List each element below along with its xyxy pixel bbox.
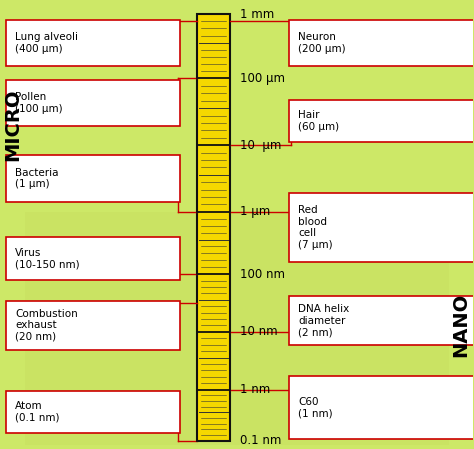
FancyBboxPatch shape: [289, 193, 474, 262]
Text: DNA helix
diameter
(2 nm): DNA helix diameter (2 nm): [298, 304, 350, 337]
Text: 10 nm: 10 nm: [240, 326, 278, 339]
FancyBboxPatch shape: [289, 376, 474, 439]
Text: Bacteria
(1 μm): Bacteria (1 μm): [15, 168, 59, 189]
FancyBboxPatch shape: [6, 238, 181, 280]
Bar: [25, 212, 449, 445]
Text: 1 nm: 1 nm: [240, 383, 271, 396]
FancyBboxPatch shape: [289, 100, 474, 142]
FancyBboxPatch shape: [6, 301, 181, 350]
Text: 10  μm: 10 μm: [240, 139, 282, 152]
Text: Atom
(0.1 nm): Atom (0.1 nm): [15, 401, 60, 423]
Text: MICRO: MICRO: [3, 89, 22, 162]
Text: C60
(1 nm): C60 (1 nm): [298, 396, 333, 418]
FancyBboxPatch shape: [6, 79, 181, 126]
Text: Virus
(10-150 nm): Virus (10-150 nm): [15, 248, 80, 269]
FancyBboxPatch shape: [6, 20, 181, 66]
Text: Lung alveoli
(400 μm): Lung alveoli (400 μm): [15, 32, 78, 54]
Text: 100 μm: 100 μm: [240, 72, 285, 85]
FancyBboxPatch shape: [6, 155, 181, 202]
Text: Pollen
(100 μm): Pollen (100 μm): [15, 92, 63, 114]
FancyBboxPatch shape: [289, 296, 474, 345]
Text: Red
blood
cell
(7 μm): Red blood cell (7 μm): [298, 205, 333, 250]
Text: 1 mm: 1 mm: [240, 8, 274, 21]
Text: Hair
(60 μm): Hair (60 μm): [298, 110, 339, 132]
Bar: [197, 14, 230, 441]
Text: Combustion
exhaust
(20 nm): Combustion exhaust (20 nm): [15, 308, 78, 342]
FancyBboxPatch shape: [6, 391, 181, 433]
Text: 100 nm: 100 nm: [240, 268, 285, 281]
Text: 0.1 nm: 0.1 nm: [240, 434, 282, 447]
Text: NANO: NANO: [452, 293, 471, 357]
FancyBboxPatch shape: [289, 20, 474, 66]
Text: Neuron
(200 μm): Neuron (200 μm): [298, 32, 346, 54]
Text: 1 μm: 1 μm: [240, 205, 271, 218]
